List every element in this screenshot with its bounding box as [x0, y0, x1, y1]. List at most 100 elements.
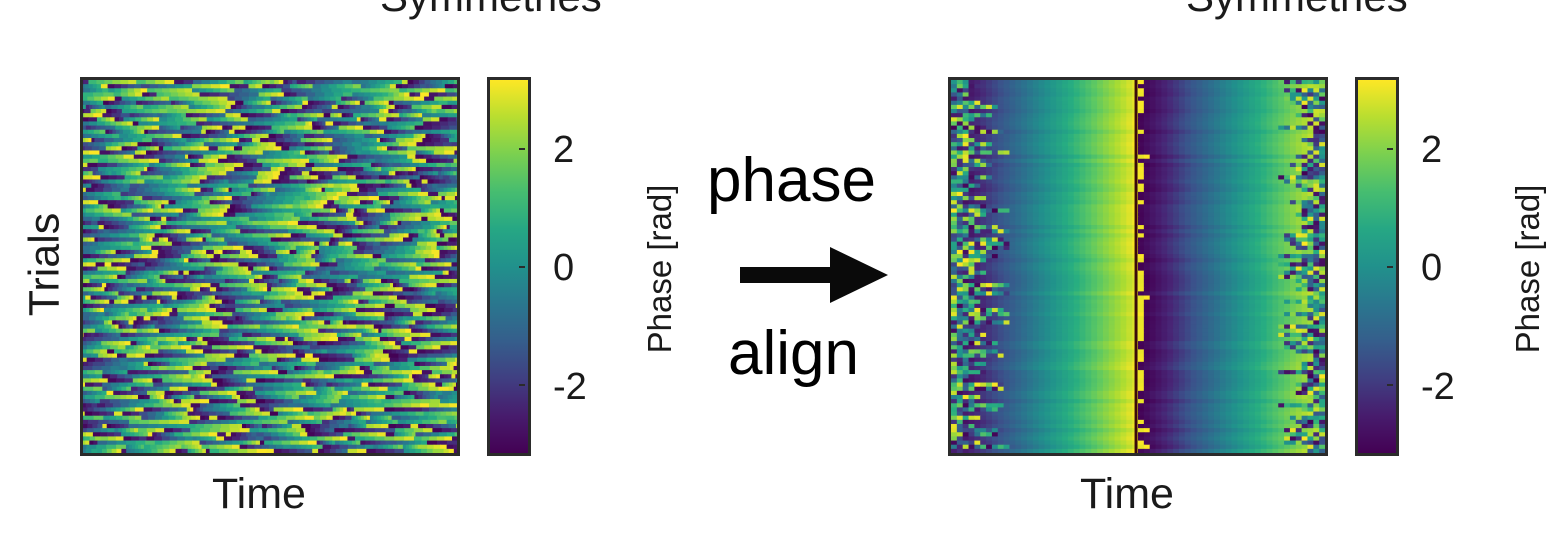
left-heatmap-cell	[262, 365, 273, 371]
left-heatmap-cell	[170, 399, 175, 404]
left-heatmap-cell	[83, 295, 86, 301]
left-heatmap-cell	[147, 378, 154, 383]
left-heatmap-cell	[274, 158, 284, 164]
left-heatmap-cell	[432, 84, 437, 89]
left-heatmap-cell	[165, 162, 172, 168]
left-heatmap-cell	[213, 187, 217, 193]
left-heatmap-cell	[404, 92, 411, 97]
left-heatmap-cell	[256, 229, 265, 234]
left-heatmap-cell	[97, 361, 106, 367]
left-heatmap-cell	[323, 254, 328, 259]
left-heatmap-cell	[393, 237, 404, 243]
left-heatmap-cell	[292, 382, 302, 388]
left-heatmap-cell	[217, 183, 229, 189]
left-heatmap-cell	[415, 249, 425, 255]
left-heatmap-cell	[357, 332, 363, 338]
left-heatmap-cell	[153, 274, 161, 280]
left-heatmap-cell	[398, 258, 406, 263]
left-heatmap-cell	[278, 403, 289, 408]
left-heatmap-cell	[154, 133, 165, 139]
left-heatmap-cell	[447, 171, 451, 176]
left-heatmap-cell	[337, 179, 348, 185]
left-heatmap-cell	[415, 167, 421, 172]
left-heatmap-cell	[397, 262, 405, 267]
left-heatmap-cell	[380, 357, 391, 363]
left-heatmap-cell	[314, 162, 325, 168]
left-heatmap-cell	[444, 146, 455, 151]
left-heatmap-cell	[316, 283, 328, 288]
left-heatmap-cell	[164, 341, 169, 346]
left-heatmap-cell	[197, 142, 202, 147]
left-heatmap-cell	[450, 361, 455, 367]
left-heatmap-cell	[114, 88, 122, 93]
left-heatmap-cell	[332, 287, 339, 292]
left-heatmap-cell	[139, 233, 148, 238]
left-heatmap-cell	[270, 316, 277, 321]
left-heatmap-cell	[333, 121, 342, 126]
left-heatmap-cell	[437, 262, 446, 267]
left-heatmap-cell	[127, 357, 135, 363]
left-heatmap-cell	[376, 187, 385, 193]
left-heatmap-cell	[246, 399, 257, 404]
left-heatmap-cell	[280, 129, 285, 135]
left-heatmap-cell	[139, 204, 147, 209]
left-heatmap-cell	[299, 183, 306, 189]
left-heatmap-cell	[186, 212, 191, 218]
left-heatmap-cell	[305, 212, 310, 218]
left-heatmap-cell	[327, 324, 338, 330]
left-heatmap-cell	[229, 204, 236, 209]
left-heatmap-cell	[140, 291, 148, 296]
left-heatmap-cell	[423, 121, 433, 126]
left-heatmap-cell	[143, 341, 148, 346]
left-heatmap-cell	[439, 175, 444, 180]
left-heatmap-cell	[367, 171, 376, 176]
left-heatmap-cell	[209, 365, 220, 371]
left-heatmap-cell	[288, 162, 298, 168]
left-heatmap-cell	[206, 287, 211, 292]
left-heatmap-cell	[124, 312, 130, 317]
left-heatmap-cell	[226, 138, 234, 143]
left-heatmap	[80, 77, 460, 456]
left-heatmap-cell	[131, 208, 138, 214]
left-heatmap-cell	[274, 307, 284, 313]
left-heatmap-cell	[107, 154, 117, 160]
left-heatmap-cell	[120, 361, 129, 367]
left-heatmap-cell	[301, 262, 312, 267]
left-heatmap-cell	[170, 229, 175, 234]
left-heatmap-cell	[394, 320, 399, 325]
left-heatmap-cell	[148, 303, 157, 309]
left-heatmap-cell	[291, 208, 302, 214]
left-heatmap-cell	[199, 133, 210, 139]
left-heatmap-cell	[169, 357, 180, 363]
left-heatmap-cell	[119, 233, 130, 238]
left-heatmap-cell	[172, 158, 180, 164]
left-heatmap-cell	[252, 171, 259, 176]
left-heatmap-cell	[285, 324, 294, 330]
left-heatmap-cell	[317, 316, 325, 321]
left-heatmap-cell	[255, 374, 266, 379]
left-heatmap-cell	[324, 220, 331, 226]
left-heatmap-cell	[403, 374, 410, 379]
left-heatmap-cell	[381, 162, 386, 168]
left-heatmap-cell	[335, 100, 342, 106]
left-heatmap-cell	[213, 341, 221, 346]
left-heatmap-cell	[352, 162, 363, 168]
left-heatmap-cell	[147, 208, 154, 214]
left-heatmap-cell	[189, 353, 194, 359]
left-heatmap-cell	[393, 332, 401, 338]
left-heatmap-cell	[170, 92, 179, 97]
left-heatmap-cell	[373, 324, 384, 330]
left-heatmap-cell	[393, 200, 401, 205]
left-heatmap-cell	[212, 378, 224, 383]
left-heatmap-cell	[342, 390, 349, 396]
left-heatmap-cell	[321, 278, 330, 284]
left-heatmap-cell	[270, 162, 281, 168]
left-heatmap-cell	[166, 84, 176, 89]
left-heatmap-cell	[207, 104, 214, 110]
left-heatmap-cell	[435, 307, 445, 313]
left-heatmap-cell	[339, 138, 348, 143]
left-heatmap-cell	[262, 237, 272, 243]
left-heatmap-cell	[90, 287, 95, 292]
left-heatmap-cell	[141, 100, 149, 106]
left-heatmap-cell	[171, 225, 178, 230]
